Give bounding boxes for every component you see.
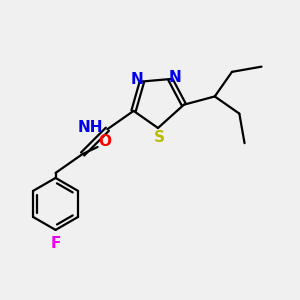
Text: N: N	[169, 70, 182, 85]
Text: S: S	[154, 130, 164, 145]
Text: NH: NH	[78, 120, 103, 135]
Text: F: F	[50, 236, 61, 251]
Text: N: N	[130, 72, 143, 87]
Text: O: O	[98, 134, 111, 149]
